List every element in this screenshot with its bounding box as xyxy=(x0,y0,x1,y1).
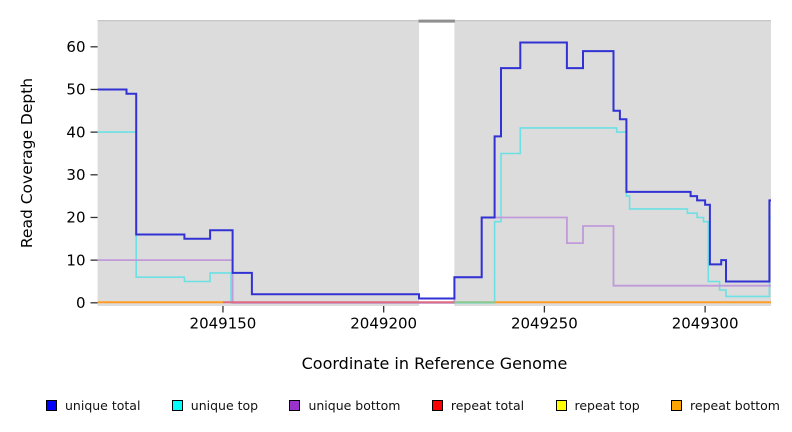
x-axis-title: Coordinate in Reference Genome xyxy=(301,354,568,373)
legend-item-unique-total: unique total xyxy=(46,398,140,413)
gap-mask xyxy=(419,13,455,306)
legend-item-repeat-bottom: repeat bottom xyxy=(671,398,780,413)
legend-label: unique top xyxy=(190,398,259,413)
x-axis-tick-label: 2049250 xyxy=(511,315,578,333)
y-axis-tick-label: 50 xyxy=(66,81,85,99)
y-axis-tick-label: 0 xyxy=(76,294,86,312)
legend-swatch-repeat-bottom xyxy=(671,400,683,411)
legend-item-repeat-top: repeat top xyxy=(555,398,640,413)
legend-label: repeat bottom xyxy=(690,398,780,413)
legend-item-repeat-total: repeat total xyxy=(431,398,525,413)
x-axis-tick-label: 2049300 xyxy=(672,315,739,333)
legend-swatch-repeat-top xyxy=(555,400,567,411)
line-unique-total xyxy=(97,41,771,300)
legend-item-unique-top: unique top xyxy=(171,398,259,413)
legend: unique total unique top unique bottom repea… xyxy=(46,398,780,413)
legend-label: unique total xyxy=(65,398,141,413)
y-axis-tick-label: 40 xyxy=(66,123,85,141)
y-axis-tick-label: 30 xyxy=(66,166,85,184)
legend-label: repeat top xyxy=(574,398,640,413)
legend-swatch-unique-top xyxy=(171,400,183,411)
x-axis-tick-label: 2049200 xyxy=(350,315,417,333)
gap-top-cap xyxy=(418,19,455,23)
y-axis-tick-label: 20 xyxy=(66,209,85,227)
y-axis-tick-label: 10 xyxy=(66,251,85,269)
y-axis-tick-label: 60 xyxy=(66,38,85,56)
legend-label: repeat total xyxy=(450,398,525,413)
legend-swatch-unique-total xyxy=(46,400,57,411)
legend-swatch-repeat-total xyxy=(431,400,443,411)
legend-swatch-unique-bottom xyxy=(289,400,301,411)
legend-item-unique-bottom: unique bottom xyxy=(289,398,401,413)
legend-label: unique bottom xyxy=(308,398,401,413)
y-axis-title: Read Coverage Depth xyxy=(18,77,36,249)
x-axis-tick-label: 2049150 xyxy=(190,315,257,333)
